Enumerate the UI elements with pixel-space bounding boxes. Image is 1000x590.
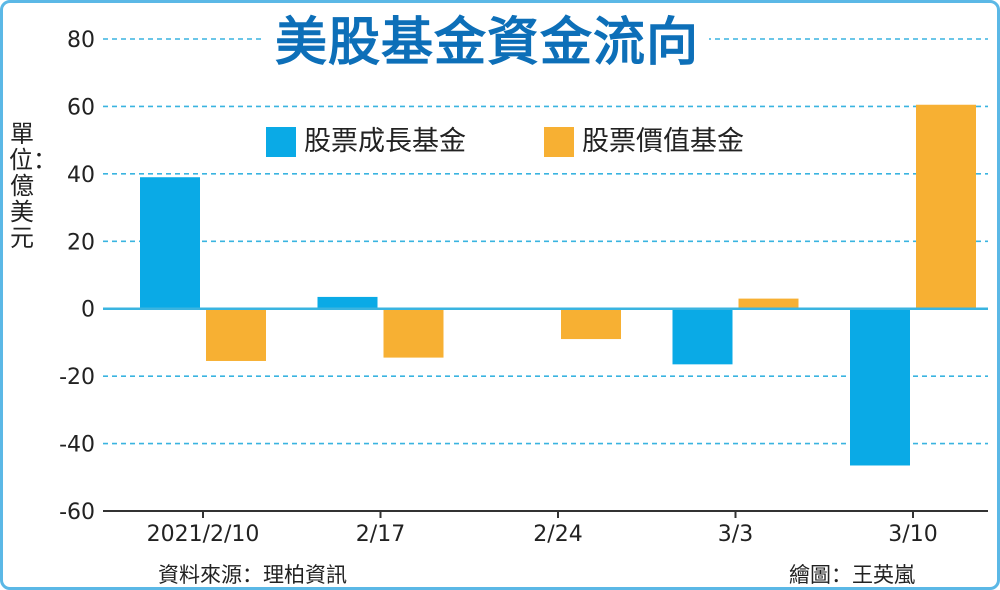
y-tick-label: 40 <box>67 163 95 188</box>
bar-value <box>383 308 444 358</box>
y-tick-label: 0 <box>81 298 95 323</box>
bar-growth <box>317 296 378 309</box>
bar-growth <box>672 308 733 365</box>
legend-item-growth: 股票成長基金 <box>266 125 466 159</box>
legend-swatch-value <box>544 127 574 157</box>
bars <box>140 104 976 466</box>
legend-swatch-growth <box>266 127 296 157</box>
y-tick-label: 80 <box>67 28 95 53</box>
bar-growth <box>140 177 200 309</box>
x-tick-label: 3/10 <box>888 522 937 547</box>
credit-note: 繪圖：王英嵐 <box>789 563 915 587</box>
legend-item-value: 股票價值基金 <box>544 125 744 159</box>
x-tick-label: 3/3 <box>718 522 753 547</box>
x-axis: 2021/2/10 2/17 2/24 3/3 3/10 <box>103 307 988 547</box>
x-tick-label: 2/17 <box>356 522 405 547</box>
bar-growth <box>850 308 910 466</box>
y-tick-label: 20 <box>67 230 95 255</box>
bar-value <box>738 298 799 309</box>
y-tick-label: -40 <box>59 433 95 458</box>
source-note: 資料來源：理柏資訊 <box>158 563 347 587</box>
legend-label-value: 股票價值基金 <box>582 126 744 157</box>
y-axis-unit-label: 單位：億美元 <box>9 120 57 252</box>
bar-value <box>561 308 621 340</box>
y-tick-label: -60 <box>59 500 95 525</box>
y-axis-ticks: 80 60 40 20 0 -20 -40 -60 <box>59 28 95 525</box>
legend-label-growth: 股票成長基金 <box>304 126 466 157</box>
bar-value <box>206 308 266 361</box>
y-tick-label: 60 <box>67 95 95 120</box>
chart-plot: 80 60 40 20 0 -20 -40 -60 2021/2/10 2/17 2/24 3/3 3… <box>59 28 988 547</box>
x-tick-label: 2021/2/10 <box>147 522 260 547</box>
x-tick-label: 2/24 <box>533 522 582 547</box>
bar-value <box>916 104 976 309</box>
chart-title: 美股基金資金流向 <box>265 11 710 75</box>
y-tick-label: -20 <box>59 365 95 390</box>
